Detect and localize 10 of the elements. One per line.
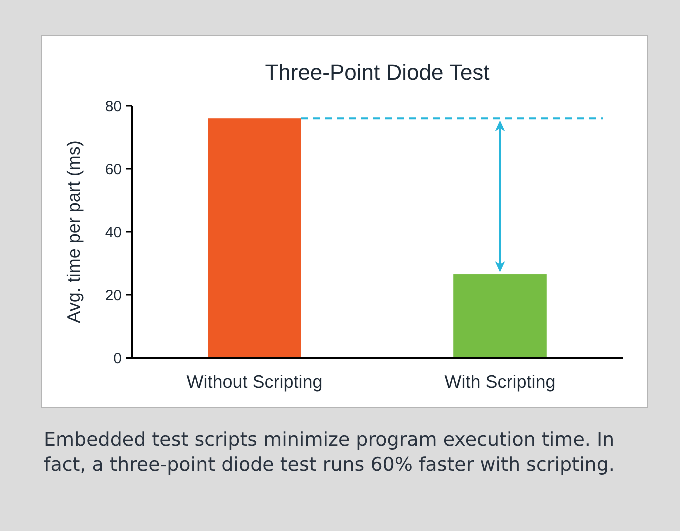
text: Embedded test scripts minimize program execution time. In fact, a three-point diode test runs 60% faster with scripting. [44, 429, 615, 476]
y-tick-label: 60 [105, 161, 122, 178]
x-tick-label: Without Scripting [186, 372, 323, 392]
x-tick-label: With Scripting [444, 372, 556, 392]
y-tick-label: 80 [105, 98, 122, 116]
chart-title: Three-Point Diode Test [265, 60, 490, 85]
y-tick-label: 0 [114, 350, 122, 368]
y-tick-label: 40 [105, 224, 122, 242]
y-axis-title: Avg. time per part (ms) [64, 140, 84, 324]
y-tick-label: 20 [105, 287, 122, 304]
